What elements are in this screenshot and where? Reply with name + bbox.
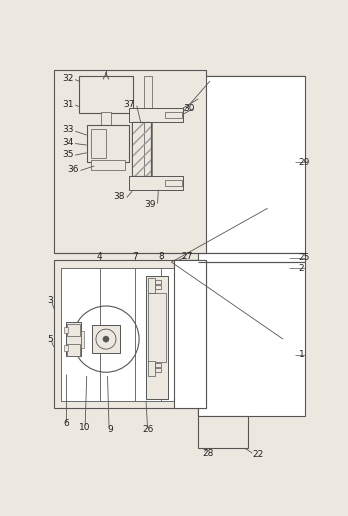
Text: 25: 25 (299, 253, 310, 262)
Bar (155, 280, 161, 284)
Bar (101, 112, 111, 126)
Bar (87, 125, 129, 162)
Text: 6: 6 (63, 420, 69, 428)
Bar (90, 160, 125, 170)
Circle shape (103, 336, 109, 342)
Bar (64, 345, 68, 351)
Bar (198, 416, 248, 448)
Bar (54, 260, 206, 409)
Text: 4: 4 (97, 252, 103, 261)
Text: 2: 2 (299, 264, 304, 273)
Bar (146, 276, 168, 399)
Text: 10: 10 (79, 423, 90, 432)
Text: 28: 28 (202, 448, 214, 458)
Bar (198, 262, 304, 416)
Bar (155, 363, 161, 367)
Bar (144, 76, 152, 184)
Bar (68, 344, 80, 356)
Text: 32: 32 (62, 74, 74, 84)
Bar (148, 278, 155, 293)
Bar (92, 325, 120, 353)
Bar (148, 293, 166, 362)
Bar (132, 122, 151, 176)
Text: 30: 30 (183, 104, 195, 112)
Bar (54, 70, 206, 253)
Bar (155, 368, 161, 372)
Text: 29: 29 (299, 157, 310, 167)
Bar (165, 112, 182, 118)
Text: 26: 26 (143, 426, 154, 434)
Bar (80, 331, 85, 348)
Text: 38: 38 (114, 192, 125, 201)
Text: 36: 36 (68, 165, 79, 174)
Bar (79, 76, 133, 112)
Bar (68, 324, 80, 336)
Bar (198, 262, 304, 416)
Bar (64, 327, 68, 333)
Bar (61, 267, 198, 401)
Bar (174, 260, 206, 409)
Bar (90, 129, 106, 158)
Text: 1: 1 (299, 350, 304, 359)
Text: 5: 5 (48, 334, 53, 344)
Bar (198, 253, 304, 263)
Bar (165, 180, 182, 186)
Text: 22: 22 (253, 450, 264, 459)
Bar (155, 285, 161, 289)
Text: 3: 3 (48, 296, 53, 305)
Text: 7: 7 (132, 252, 138, 261)
Text: 37: 37 (124, 100, 135, 109)
Bar (66, 322, 81, 356)
Bar (198, 76, 304, 253)
Bar (174, 260, 206, 409)
Bar (148, 361, 155, 376)
Bar (129, 176, 183, 190)
Bar (148, 293, 166, 362)
Text: 8: 8 (159, 252, 164, 261)
Text: 9: 9 (107, 426, 113, 434)
Text: 35: 35 (62, 150, 74, 159)
Bar (132, 122, 151, 176)
Bar (198, 76, 304, 253)
Text: 31: 31 (62, 100, 74, 109)
Bar (129, 108, 183, 122)
Text: 27: 27 (181, 252, 192, 261)
Text: 34: 34 (62, 138, 74, 147)
Text: 33: 33 (62, 125, 74, 134)
Text: 39: 39 (144, 200, 156, 209)
